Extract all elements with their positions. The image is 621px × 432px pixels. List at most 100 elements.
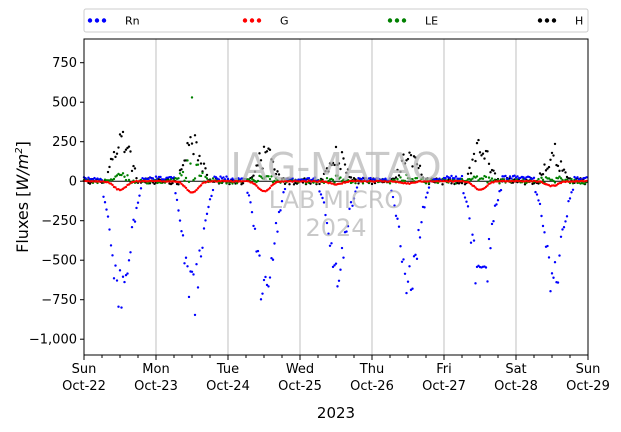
h-point xyxy=(402,153,405,156)
x-tick-date: Oct-24 xyxy=(206,379,250,394)
h-point xyxy=(349,176,353,179)
h-point xyxy=(477,138,480,142)
rn-point xyxy=(138,194,141,197)
h-point xyxy=(357,182,360,185)
h-point xyxy=(562,168,566,171)
h-point xyxy=(460,181,464,185)
rn-point xyxy=(495,203,498,206)
y-axis: 750 500 250 0 −250 −500 −750 −1,000 xyxy=(29,56,84,348)
rn-point xyxy=(129,251,132,254)
rn-point xyxy=(543,231,546,234)
h-point xyxy=(187,143,191,147)
h-point xyxy=(552,154,555,157)
le-point xyxy=(427,181,431,185)
g-point xyxy=(199,184,203,187)
le-point xyxy=(262,177,266,180)
legend-label-le: LE xyxy=(425,15,438,28)
legend-label-rn: Rn xyxy=(125,15,140,28)
x-tick-day: Fri xyxy=(436,362,452,377)
le-point xyxy=(187,180,191,184)
rn-point xyxy=(247,194,251,197)
rn-point xyxy=(390,189,393,193)
rn-point xyxy=(276,230,279,233)
le-point xyxy=(354,181,357,185)
legend-marker-rn xyxy=(87,18,93,23)
g-point xyxy=(267,188,270,191)
h-point xyxy=(252,174,255,177)
x-tick-day: Thu xyxy=(359,362,384,377)
rn-point xyxy=(564,220,567,223)
legend-label-g: G xyxy=(280,15,289,28)
rn-point xyxy=(307,177,311,180)
rn-point xyxy=(334,262,338,265)
le-point xyxy=(127,178,131,182)
h-point xyxy=(282,177,285,180)
le-point xyxy=(199,174,203,178)
rn-point xyxy=(108,228,111,231)
watermark-line-3: 2024 xyxy=(305,214,366,242)
le-point xyxy=(327,179,330,183)
h-point xyxy=(544,169,548,172)
h-point xyxy=(108,165,111,169)
rn-point xyxy=(412,255,416,258)
rn-point xyxy=(397,225,401,228)
le-point xyxy=(274,177,278,180)
h-point xyxy=(471,158,474,161)
rn-point xyxy=(126,272,129,275)
g-point xyxy=(178,181,182,184)
h-point xyxy=(88,182,92,185)
rn-point xyxy=(193,313,197,317)
rn-point xyxy=(427,186,431,189)
rn-point xyxy=(337,279,341,282)
h-point xyxy=(415,162,419,166)
legend-marker-h xyxy=(544,18,550,23)
rn-point xyxy=(130,225,134,229)
rn-point xyxy=(573,175,576,179)
rn-point xyxy=(486,280,489,283)
h-point xyxy=(121,130,125,134)
le-point xyxy=(487,176,491,179)
rn-point xyxy=(417,228,420,232)
rn-point xyxy=(199,255,203,258)
rn-point xyxy=(154,175,158,178)
le-point xyxy=(331,178,335,182)
rn-point xyxy=(463,196,467,199)
le-point xyxy=(556,177,560,180)
rn-point xyxy=(364,177,368,180)
rn-point xyxy=(516,175,519,178)
x-tick-day: Wed xyxy=(286,362,314,377)
h-point xyxy=(328,162,332,165)
le-point xyxy=(124,178,128,182)
rn-point xyxy=(135,206,138,210)
rn-point xyxy=(559,235,563,238)
h-point xyxy=(189,135,192,139)
h-point xyxy=(472,152,476,156)
rn-point xyxy=(151,177,155,180)
h-point xyxy=(478,151,482,154)
rn-point xyxy=(177,209,180,212)
y-tick-label: 250 xyxy=(52,135,77,150)
rn-point xyxy=(472,239,476,242)
h-point xyxy=(469,172,473,175)
le-point xyxy=(193,177,197,180)
h-point xyxy=(406,157,410,161)
rn-point xyxy=(492,219,495,223)
le-point xyxy=(399,176,402,179)
rn-point xyxy=(186,265,189,268)
h-point xyxy=(340,151,344,154)
g-point xyxy=(180,182,183,186)
h-point xyxy=(124,148,128,151)
rn-point xyxy=(489,246,492,250)
h-point xyxy=(241,182,245,185)
rn-point xyxy=(448,176,452,180)
le-point xyxy=(537,177,540,181)
rn-point xyxy=(273,242,276,245)
g-point xyxy=(196,187,200,190)
rn-point xyxy=(313,176,317,179)
rn-point xyxy=(207,205,210,209)
h-point xyxy=(546,167,549,170)
legend-marker-rn xyxy=(101,18,107,23)
rn-point xyxy=(121,275,125,278)
le-point xyxy=(484,175,488,179)
h-point xyxy=(394,176,398,179)
